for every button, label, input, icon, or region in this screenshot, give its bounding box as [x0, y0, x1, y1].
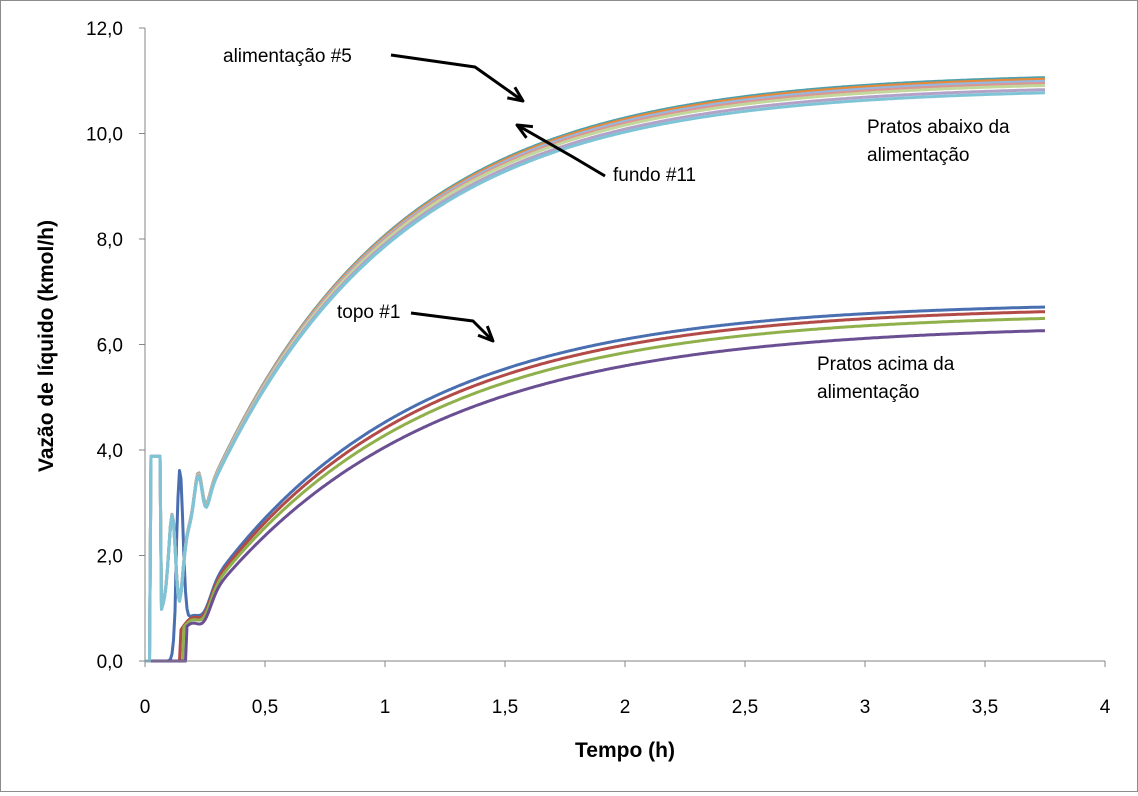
- x-tick-label: 3: [860, 697, 871, 718]
- series-line-above-3: [145, 316, 1046, 663]
- y-tick-label: 0,0: [97, 652, 123, 673]
- y-tick-label: 12,0: [86, 19, 123, 40]
- y-tick-label: 4,0: [97, 441, 123, 462]
- arrow-bottom-head: [515, 123, 534, 139]
- series-line-below-10: [145, 88, 1046, 663]
- series-line-above-1: [145, 305, 1046, 663]
- annotation-feed: alimentação #5: [223, 46, 352, 67]
- y-tick-label: 2,0: [97, 547, 123, 568]
- y-tick-label: 10,0: [86, 125, 123, 146]
- annotation-below-line2: alimentação: [867, 145, 969, 166]
- x-tick-label: 1: [380, 697, 391, 718]
- arrow-top: [410, 311, 495, 343]
- annotation-above-line2: alimentação: [817, 382, 919, 403]
- x-tick-label: 1,5: [492, 697, 518, 718]
- annotation-below-line1: Pratos abaixo da: [867, 117, 1010, 138]
- arrow-bottom: [516, 123, 606, 178]
- annotation-above-line1: Pratos acima da: [817, 354, 955, 375]
- arrow-feed: [390, 53, 524, 103]
- annotation-top: topo #1: [337, 302, 400, 323]
- x-tick-label: 2: [620, 697, 631, 718]
- y-axis-title: Vazão de líquido (kmol/h): [35, 220, 58, 472]
- x-tick-label: 2,5: [732, 697, 758, 718]
- arrows-layer: [390, 53, 606, 343]
- y-tick-label: 8,0: [97, 230, 123, 251]
- series-layer: [145, 76, 1046, 663]
- ticks-layer: 0 0,5 1 1,5 2 2,5 3 3,5 4 0,0 2,0 4,0 6,0 8,0 10,0 12,0: [86, 19, 1111, 718]
- x-tick-label: 0,5: [252, 697, 278, 718]
- arrow-feed-head: [507, 86, 525, 103]
- arrow-top-head: [477, 325, 495, 343]
- y-tick-label: 6,0: [97, 336, 123, 357]
- x-tick-label: 4: [1100, 697, 1111, 718]
- series-line-below-11: [145, 91, 1045, 663]
- annotation-bottom: fundo #11: [613, 165, 696, 186]
- x-tick-label: 3,5: [972, 697, 998, 718]
- series-line-above-4: [145, 329, 1046, 663]
- x-axis-title: Tempo (h): [575, 739, 675, 762]
- series-line-above-2: [145, 310, 1045, 663]
- x-tick-label: 0: [140, 697, 151, 718]
